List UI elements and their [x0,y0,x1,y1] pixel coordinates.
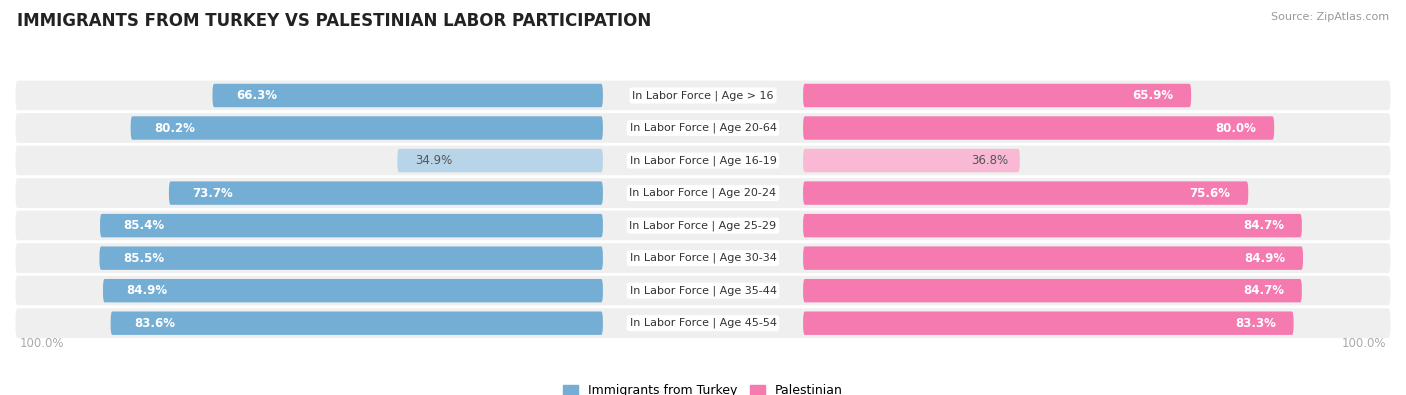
Text: 84.9%: 84.9% [127,284,167,297]
FancyBboxPatch shape [803,246,1303,270]
FancyBboxPatch shape [14,79,1392,112]
FancyBboxPatch shape [14,209,1392,242]
Text: 84.7%: 84.7% [1243,284,1284,297]
FancyBboxPatch shape [14,242,1392,275]
Text: 65.9%: 65.9% [1132,89,1174,102]
Text: In Labor Force | Age 25-29: In Labor Force | Age 25-29 [630,220,776,231]
Text: In Labor Force | Age 20-64: In Labor Force | Age 20-64 [630,123,776,133]
Text: 85.4%: 85.4% [124,219,165,232]
FancyBboxPatch shape [803,116,1274,140]
Text: 83.6%: 83.6% [134,317,176,330]
FancyBboxPatch shape [803,312,1294,335]
FancyBboxPatch shape [14,307,1392,339]
Text: In Labor Force | Age 20-24: In Labor Force | Age 20-24 [630,188,776,198]
Text: In Labor Force | Age 30-34: In Labor Force | Age 30-34 [630,253,776,263]
Text: 80.2%: 80.2% [155,122,195,135]
Text: 36.8%: 36.8% [972,154,1008,167]
Text: Source: ZipAtlas.com: Source: ZipAtlas.com [1271,12,1389,22]
Text: 84.9%: 84.9% [1244,252,1285,265]
FancyBboxPatch shape [14,144,1392,177]
Text: In Labor Force | Age 35-44: In Labor Force | Age 35-44 [630,286,776,296]
Text: In Labor Force | Age 45-54: In Labor Force | Age 45-54 [630,318,776,329]
Text: 80.0%: 80.0% [1216,122,1257,135]
FancyBboxPatch shape [14,112,1392,144]
Text: 100.0%: 100.0% [20,337,65,350]
Text: 73.7%: 73.7% [193,186,233,199]
FancyBboxPatch shape [14,275,1392,307]
FancyBboxPatch shape [803,214,1302,237]
Text: 84.7%: 84.7% [1243,219,1284,232]
FancyBboxPatch shape [398,149,603,172]
FancyBboxPatch shape [169,181,603,205]
Legend: Immigrants from Turkey, Palestinian: Immigrants from Turkey, Palestinian [558,379,848,395]
FancyBboxPatch shape [803,149,1019,172]
Text: In Labor Force | Age 16-19: In Labor Force | Age 16-19 [630,155,776,166]
Text: 34.9%: 34.9% [415,154,453,167]
Text: 75.6%: 75.6% [1189,186,1230,199]
Text: In Labor Force | Age > 16: In Labor Force | Age > 16 [633,90,773,101]
Text: 85.5%: 85.5% [122,252,165,265]
Text: IMMIGRANTS FROM TURKEY VS PALESTINIAN LABOR PARTICIPATION: IMMIGRANTS FROM TURKEY VS PALESTINIAN LA… [17,12,651,30]
FancyBboxPatch shape [100,246,603,270]
FancyBboxPatch shape [803,279,1302,303]
FancyBboxPatch shape [803,84,1191,107]
Text: 83.3%: 83.3% [1234,317,1275,330]
FancyBboxPatch shape [103,279,603,303]
FancyBboxPatch shape [803,181,1249,205]
FancyBboxPatch shape [14,177,1392,209]
FancyBboxPatch shape [131,116,603,140]
Text: 100.0%: 100.0% [1341,337,1386,350]
FancyBboxPatch shape [212,84,603,107]
Text: 66.3%: 66.3% [236,89,277,102]
FancyBboxPatch shape [100,214,603,237]
FancyBboxPatch shape [111,312,603,335]
